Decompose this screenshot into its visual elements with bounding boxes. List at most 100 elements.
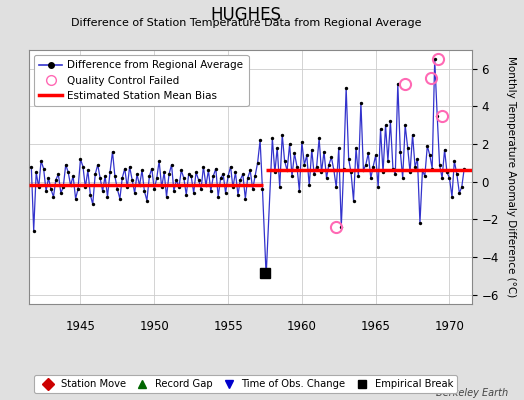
Point	[221, 190, 230, 196]
Point	[121, 165, 129, 172]
Point	[411, 164, 419, 170]
Point	[194, 177, 203, 183]
Point	[241, 196, 249, 202]
Point	[79, 164, 87, 170]
Point	[91, 171, 100, 177]
Point	[394, 81, 402, 87]
Point	[116, 196, 124, 202]
Point	[450, 158, 458, 164]
Point	[111, 173, 119, 179]
Point	[408, 132, 417, 138]
Point	[406, 169, 414, 176]
Point	[81, 184, 90, 190]
Point	[262, 272, 270, 279]
Point	[428, 165, 436, 172]
Point	[44, 175, 52, 181]
Point	[244, 175, 252, 181]
Point	[322, 175, 331, 181]
Point	[445, 175, 454, 181]
Point	[416, 220, 424, 226]
Text: 1960: 1960	[287, 320, 317, 333]
Point	[180, 175, 188, 181]
Point	[398, 175, 407, 181]
Point	[174, 184, 183, 190]
Point	[236, 177, 245, 183]
Point	[59, 184, 68, 190]
Point	[209, 173, 217, 179]
Point	[52, 177, 60, 183]
Point	[113, 186, 122, 192]
Point	[283, 167, 291, 174]
Point	[96, 175, 104, 181]
Point	[251, 173, 259, 179]
Point	[280, 158, 289, 164]
Point	[340, 165, 348, 172]
Point	[256, 137, 264, 144]
Point	[460, 165, 468, 172]
Point	[89, 201, 97, 208]
Point	[125, 164, 134, 170]
Point	[362, 162, 370, 168]
Point	[310, 171, 318, 177]
Point	[318, 169, 326, 176]
Point	[374, 184, 383, 190]
Point	[308, 146, 316, 153]
Point	[61, 162, 70, 168]
Point	[39, 165, 48, 172]
Point	[344, 156, 353, 162]
Point	[342, 84, 351, 91]
Point	[443, 169, 451, 176]
Point	[396, 148, 405, 155]
Point	[118, 175, 126, 181]
Point	[300, 162, 309, 168]
Point	[271, 169, 279, 176]
Text: 1950: 1950	[139, 320, 169, 333]
Point	[246, 167, 254, 174]
Point	[418, 167, 427, 174]
Point	[155, 158, 163, 164]
Point	[238, 171, 247, 177]
Point	[47, 186, 55, 192]
Point	[108, 148, 117, 155]
Point	[305, 182, 313, 189]
Point	[315, 135, 323, 142]
Point	[37, 158, 45, 164]
Point	[376, 126, 385, 132]
Point	[152, 175, 161, 181]
Point	[177, 167, 185, 174]
Text: HUGHES: HUGHES	[211, 6, 282, 24]
Point	[288, 173, 296, 179]
Point	[438, 175, 446, 181]
Point	[27, 164, 36, 170]
Point	[379, 169, 387, 176]
Point	[32, 169, 40, 176]
Point	[123, 184, 132, 190]
Point	[350, 197, 358, 204]
Point	[293, 164, 301, 170]
Point	[35, 184, 43, 190]
Point	[290, 150, 299, 157]
Point	[369, 164, 377, 170]
Point	[150, 186, 158, 192]
Point	[457, 184, 466, 190]
Point	[170, 188, 178, 194]
Point	[327, 154, 335, 160]
Point	[199, 164, 208, 170]
Point	[101, 173, 110, 179]
Point	[165, 171, 173, 177]
Point	[106, 169, 114, 176]
Point	[433, 113, 441, 119]
Point	[302, 152, 311, 158]
Point	[162, 194, 171, 200]
Point	[128, 177, 136, 183]
Point	[145, 173, 154, 179]
Point	[337, 224, 345, 230]
Point	[54, 171, 62, 177]
Point	[103, 194, 112, 200]
Point	[453, 171, 461, 177]
Point	[167, 162, 176, 168]
Point	[359, 167, 368, 174]
Point	[160, 169, 168, 176]
Point	[440, 146, 449, 153]
Point	[354, 173, 363, 179]
